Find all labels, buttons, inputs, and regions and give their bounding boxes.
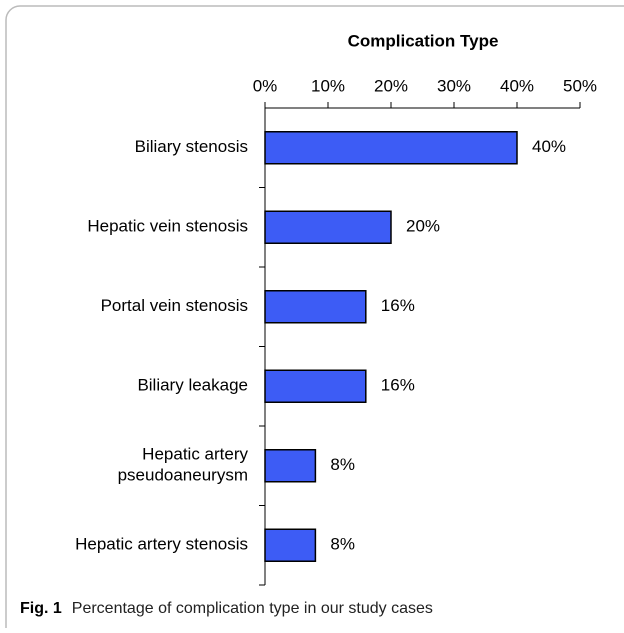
value-label: 40% — [532, 137, 566, 156]
bar — [264, 449, 317, 483]
value-label: 16% — [381, 296, 415, 315]
bar — [264, 528, 317, 562]
caption: Fig. 1 Percentage of complication type in… — [20, 600, 433, 617]
chart-title: Complication Type — [348, 31, 499, 50]
value-label: 20% — [406, 217, 440, 236]
bar — [264, 369, 367, 403]
frame — [5, 5, 624, 633]
bar — [264, 290, 367, 324]
x-tick-label: 10% — [311, 76, 345, 95]
y-tick-label: Portal vein stenosis — [101, 296, 248, 315]
x-tick-label: 50% — [563, 76, 597, 95]
x-tick-label: 30% — [437, 76, 471, 95]
y-tick-label: Hepatic vein stenosis — [87, 217, 248, 236]
value-label: 16% — [381, 376, 415, 395]
value-label: 8% — [330, 455, 355, 474]
bar — [264, 131, 518, 165]
x-tick-label: 40% — [500, 76, 534, 95]
caption-label: Fig. 1 — [20, 600, 62, 617]
y-tick-label: Hepatic artery stenosis — [75, 535, 248, 554]
bar — [264, 210, 392, 244]
value-label: 8% — [330, 535, 355, 554]
y-tick-label: Biliary stenosis — [135, 137, 248, 156]
x-tick-label: 0% — [253, 76, 278, 95]
x-tick-label: 20% — [374, 76, 408, 95]
y-tick-label: Hepatic artery pseudoaneurysm — [118, 445, 249, 485]
y-tick-label: Biliary leakage — [137, 376, 248, 395]
caption-text: Percentage of complication type in our s… — [72, 600, 433, 617]
